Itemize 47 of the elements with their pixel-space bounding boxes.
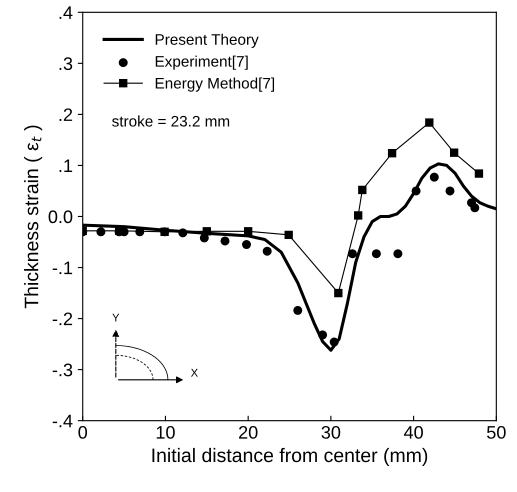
y-tick-label: -.4: [52, 414, 72, 428]
point: [220, 236, 230, 246]
point: [202, 227, 211, 236]
point: [242, 240, 252, 250]
y-axis-title: Thickness strain ( ε$_{t}$ ): [24, 126, 42, 308]
y-tick-label: .1: [60, 160, 72, 172]
x-tick-label: 10: [156, 426, 175, 439]
legend-label: Experiment[7]: [156, 56, 248, 70]
annotation: X: [190, 368, 198, 377]
y-tick-label: .2: [60, 108, 72, 121]
point: [470, 203, 480, 212]
point: [160, 228, 169, 236]
legend-label: Energy Method[7]: [156, 77, 274, 92]
point: [284, 230, 293, 240]
point: [348, 249, 357, 258]
point: [393, 249, 402, 258]
y-tick-label: .4: [60, 6, 72, 19]
point: [262, 246, 272, 256]
y-tick-label: .3: [60, 57, 72, 70]
point: [430, 172, 439, 182]
y-tick-label: -.3: [52, 364, 72, 376]
x-tick-label: 0: [78, 426, 88, 439]
y-tick-label: -.2: [52, 312, 72, 326]
point: [318, 330, 328, 340]
point: [330, 338, 339, 347]
point: [412, 186, 421, 196]
point: [446, 186, 454, 196]
point: [358, 186, 366, 194]
x-tick-label: 40: [404, 426, 423, 439]
point: [388, 149, 396, 158]
annotation: stroke = 23.2 mm: [112, 115, 230, 127]
legend-label: Present Theory: [156, 34, 259, 48]
point: [244, 227, 252, 236]
x-tick-label: 50: [487, 426, 506, 439]
x-tick-label: 20: [239, 426, 258, 439]
point: [372, 249, 381, 258]
y-tick-label: 0.0: [48, 210, 72, 224]
point: [354, 211, 362, 220]
point: [450, 148, 458, 157]
point: [293, 306, 302, 315]
x-axis-title: Initial distance from center (mm): [152, 448, 428, 466]
point: [334, 288, 342, 298]
point: [425, 118, 434, 127]
x-tick-label: 30: [322, 426, 340, 439]
y-tick-label: -.1: [52, 262, 72, 274]
annotation: Y: [112, 314, 120, 322]
point: [474, 169, 484, 178]
